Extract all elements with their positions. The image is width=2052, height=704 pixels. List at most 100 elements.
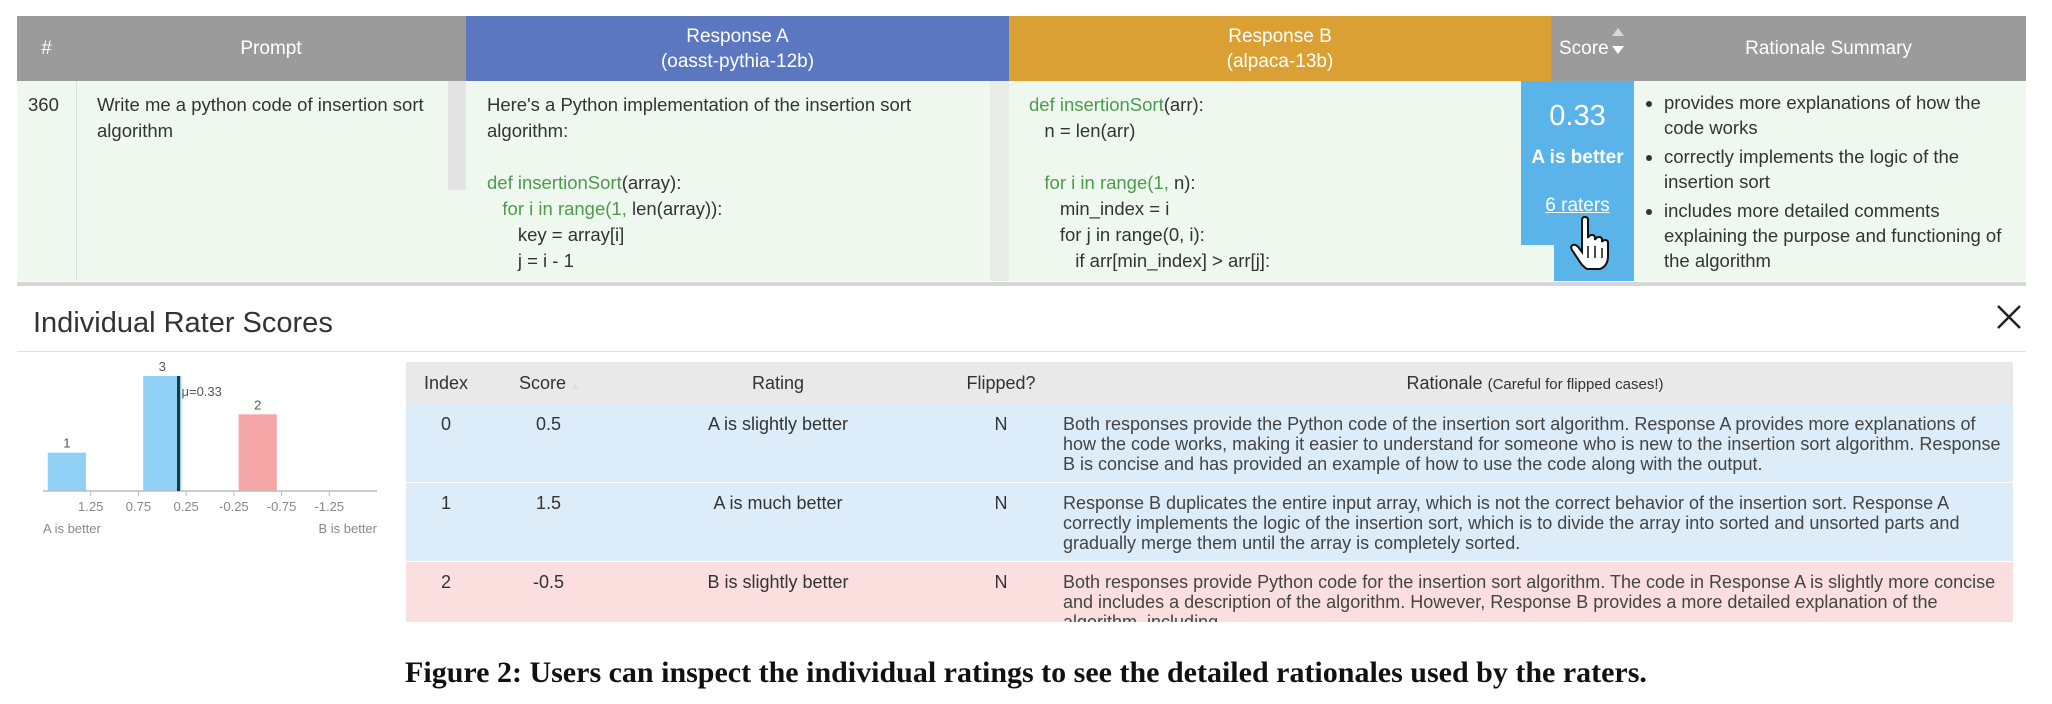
header-index: # [17, 16, 76, 81]
code-text: min_index = i [1029, 198, 1170, 219]
response-a: Here's a Python implementation of the in… [487, 81, 977, 281]
score-verdict: A is better [1531, 147, 1624, 168]
rater-row: 0 0.5 A is slightly better N Both responses … [406, 404, 2013, 483]
rater-row: 2 -0.5 B is slightly better N Both responses… [406, 561, 2013, 622]
code-text: if arr[min_index] > arr[j]: [1029, 250, 1271, 271]
header-prompt: Prompt [76, 16, 466, 81]
column-header[interactable]: Score ▴ [486, 362, 611, 404]
column-header: Rating [611, 362, 945, 404]
hand-cursor [1570, 216, 1609, 270]
rater-index: 2 [406, 561, 486, 622]
header-text: Rationale [1406, 372, 1483, 393]
separator [17, 282, 2026, 286]
code-text: len(array)): [626, 198, 723, 219]
column-header: Index [406, 362, 486, 404]
summary-item: correctly implements the logic of the in… [1664, 144, 2016, 194]
rater-rationale: Both responses provide the Python code o… [1057, 404, 2013, 483]
rater-score: 0.5 [486, 404, 611, 483]
rater-table: Index Score ▴ Rating Flipped? Rationale (Care… [406, 362, 2013, 622]
x-tick-label: 0.25 [173, 499, 198, 514]
bar [143, 376, 182, 491]
header-text: Index [423, 372, 469, 393]
code-line: def insertionSort(arr): [1029, 92, 1519, 118]
axis-end-label: A is better [43, 521, 101, 536]
rater-rationale: Response B duplicates the entire input a… [1057, 482, 2013, 562]
sort-icon[interactable] [1610, 24, 1626, 58]
rater-rating: B is slightly better [611, 561, 945, 622]
divider [76, 81, 77, 281]
code-text: key = array[i] [487, 224, 625, 245]
code-line: j = i - 1 [487, 248, 977, 274]
code-keyword: for i in range(1, [487, 198, 627, 219]
row-index: 360 [28, 94, 59, 115]
scrollbar[interactable] [990, 81, 1009, 281]
rater-flipped: N [945, 561, 1057, 622]
code-text: j = i - 1 [487, 250, 574, 271]
rater-histogram: 1 3 2 1.25 0.75 0.25 -0.25 -0.75 -1.25 μ=0.33 A is… [43, 360, 378, 536]
response-block: def insertionSort(arr): n = len(arr) [1029, 92, 1519, 144]
bar-label: 1 [63, 436, 70, 451]
rater-rating: A is much better [611, 482, 945, 562]
summary-item: provides more explanations of how the co… [1664, 90, 2016, 140]
header-text: Flipped? [966, 372, 1036, 393]
score-value: 0.33 [1549, 100, 1606, 132]
bar [47, 452, 86, 491]
rater-score: 1.5 [486, 482, 611, 562]
summary-list: provides more explanations of how the co… [1640, 90, 2016, 273]
score-box [1521, 81, 1634, 245]
code-text: (array): [621, 172, 682, 193]
code-text: n): [1168, 172, 1196, 193]
response-block: for i in range(1, n): min_index = i for … [1029, 170, 1519, 274]
rater-flipped: N [945, 482, 1057, 562]
bar-label: 3 [159, 360, 166, 374]
header-text: Score [518, 372, 566, 393]
rater-flipped: N [945, 404, 1057, 483]
response-block: def insertionSort(array): for i in range… [487, 170, 977, 274]
code-line: for j in range(0, i): [1029, 222, 1519, 248]
code-line: min_index = i [1029, 196, 1519, 222]
rater-index: 0 [406, 404, 486, 483]
close-button[interactable] [1995, 303, 2023, 331]
code-line: def insertionSort(array): [487, 170, 977, 196]
code-keyword: def insertionSort [1029, 94, 1164, 115]
axis-end-label: B is better [318, 521, 377, 536]
model-name: (oasst-pythia-12b) [660, 50, 815, 72]
rater-rating: A is slightly better [611, 404, 945, 483]
panel-title: Individual Rater Scores [33, 307, 333, 339]
header-response-a: Response A (oasst-pythia-12b) [466, 16, 1009, 81]
header-text: Score [1559, 38, 1609, 59]
header-row: Index Score ▴ Rating Flipped? Rationale (Care… [406, 362, 2013, 404]
code-line: for i in range(1, len(array)): [487, 196, 977, 222]
model-name: (alpaca-13b) [1226, 50, 1334, 72]
rater-rationale: Both responses provide Python code for t… [1057, 561, 2013, 622]
header-text: Response B [1228, 25, 1332, 47]
header-text: Rationale Summary [1745, 38, 1912, 59]
rater-row: 1 1.5 A is much better N Response B duplicat… [406, 482, 2013, 562]
response-text: Here's a Python implementation of the in… [487, 94, 912, 141]
sort-icon: ▴ [572, 377, 579, 392]
rater-index: 1 [406, 482, 486, 562]
mean-label: μ=0.33 [182, 384, 222, 399]
raters-link[interactable]: 6 raters [1545, 195, 1610, 216]
header-text: Prompt [240, 38, 302, 59]
code-line: n = len(arr) [1029, 118, 1519, 144]
header-response-b: Response B (alpaca-13b) [1009, 16, 1551, 81]
x-tick-label: -0.75 [267, 499, 297, 514]
code-line: key = array[i] [487, 222, 977, 248]
response-b: def insertionSort(arr): n = len(arr) for… [1029, 81, 1519, 281]
header-text: Response A [686, 25, 789, 47]
column-header: Rationale (Careful for flipped cases!) [1057, 362, 2013, 404]
code-keyword: def insertionSort [487, 172, 622, 193]
code-line: if arr[min_index] > arr[j]: [1029, 248, 1519, 274]
divider [17, 351, 2026, 352]
x-tick-label: -1.25 [314, 499, 344, 514]
header-note: (Careful for flipped cases!) [1487, 375, 1664, 393]
response-block: Here's a Python implementation of the in… [487, 92, 977, 144]
column-header: Flipped? [945, 362, 1057, 404]
x-tick-label: 1.25 [78, 499, 103, 514]
scrollbar[interactable] [448, 81, 466, 190]
summary-item: includes more detailed comments explaini… [1664, 198, 2016, 273]
row-background [17, 81, 2026, 281]
code-keyword: for i in range(1, [1029, 172, 1169, 193]
